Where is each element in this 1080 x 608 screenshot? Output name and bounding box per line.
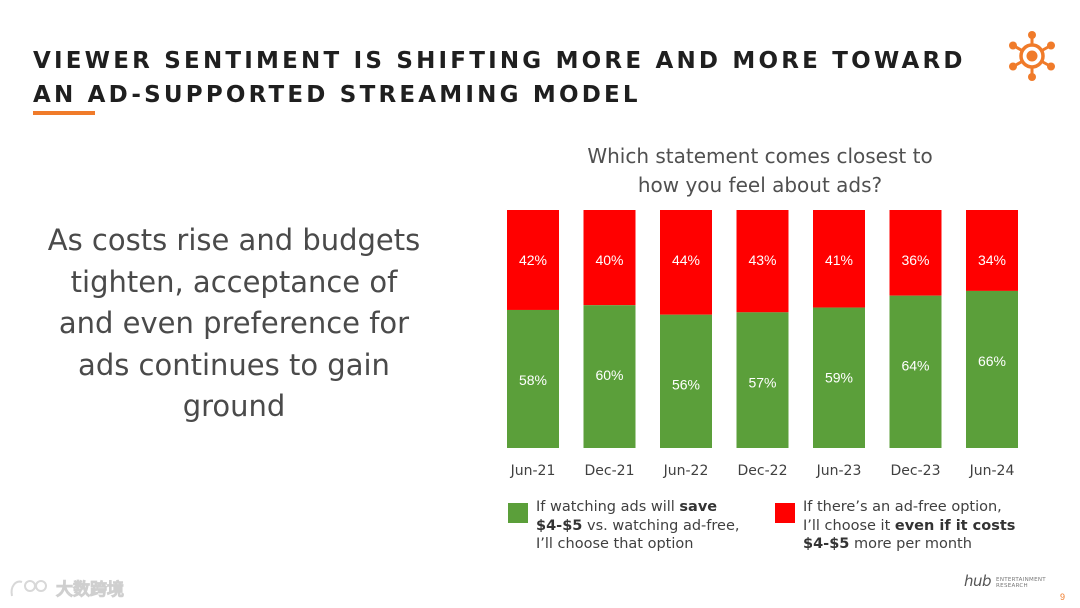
legend-save-bold2: $4-$5 [536, 517, 583, 534]
chart-title-line1: Which statement comes closest to [587, 144, 933, 168]
category-label-dec-23: Dec-23 [891, 463, 941, 479]
data-label-save-jun-23: 59% [825, 370, 853, 386]
data-label-ad-free-dec-22: 43% [748, 252, 776, 268]
legend-save-line2: vs. watching ad-free, [582, 517, 740, 534]
legend-save-bold1: save [679, 499, 718, 515]
hub-logo-subtitle: ENTERTAINMENT RESEARCH [996, 577, 1046, 589]
legend-adfree-line3: more per month [849, 536, 972, 552]
bar-save-jun-24 [966, 290, 1018, 448]
watermark-text: 大数跨境 [56, 579, 124, 600]
key-message: As costs rise and budgets tighten, accep… [47, 223, 421, 423]
category-label-dec-21: Dec-21 [585, 463, 635, 479]
bar-save-dec-21 [583, 305, 636, 448]
page-number: 9 [1060, 592, 1066, 602]
bar-save-jun-22 [660, 314, 712, 448]
legend-item-save: If watching ads will save $4-$5 vs. watc… [508, 498, 758, 554]
category-label-jun-22: Jun-22 [663, 463, 709, 479]
legend-save-line3: I’ll choose that option [536, 536, 694, 552]
hub-logo-sub2: RESEARCH [996, 583, 1028, 589]
category-label-jun-24: Jun-24 [969, 463, 1015, 479]
data-label-save-jun-21: 58% [519, 372, 547, 388]
slide-title-line2: AN AD-SUPPORTED STREAMING MODEL [33, 82, 641, 108]
legend-save-line1: If watching ads will [536, 499, 680, 515]
chart-title-line2: how you feel about ads? [637, 173, 883, 197]
legend-swatch-red [775, 503, 795, 523]
title-underline [33, 111, 95, 115]
data-label-save-jun-24: 66% [978, 353, 1006, 369]
bar-save-jun-23 [813, 307, 865, 448]
slide-title-line1: VIEWER SENTIMENT IS SHIFTING MORE AND MO… [33, 48, 966, 74]
hub-logo: hub ENTERTAINMENT RESEARCH [964, 572, 1046, 590]
bar-ad-free-dec-23 [889, 210, 942, 296]
watermark-logo: 大数跨境 [10, 579, 124, 600]
data-label-ad-free-dec-23: 36% [901, 252, 929, 268]
legend-text-save: If watching ads will save $4-$5 vs. watc… [536, 498, 739, 554]
data-label-ad-free-jun-21: 42% [519, 252, 547, 268]
data-label-ad-free-dec-21: 40% [595, 252, 623, 268]
bar-ad-free-jun-23 [813, 210, 865, 308]
bar-ad-free-dec-21 [583, 210, 636, 306]
hub-logo-word: hub [964, 572, 992, 590]
data-label-save-dec-21: 60% [595, 367, 623, 383]
legend-adfree-bold2: even if it costs [894, 517, 1016, 534]
data-label-ad-free-jun-23: 41% [825, 252, 853, 268]
bar-save-dec-22 [736, 312, 789, 448]
legend-adfree-line2: I’ll choose it [803, 517, 895, 534]
legend-swatch-green [508, 503, 528, 523]
category-label-jun-23: Jun-23 [816, 463, 862, 479]
slide-title: VIEWER SENTIMENT IS SHIFTING MORE AND MO… [33, 44, 966, 112]
legend-adfree-bold3: $4-$5 [803, 536, 850, 552]
bar-save-dec-23 [889, 295, 942, 448]
chart-title: Which statement comes closest to how you… [540, 142, 980, 200]
bar-save-jun-21 [507, 309, 559, 448]
legend-item-ad-free: If there’s an ad-free option, I’ll choos… [775, 498, 1035, 554]
data-label-save-dec-23: 64% [901, 358, 929, 374]
bar-ad-free-dec-22 [736, 210, 789, 313]
sun-network-icon [1009, 31, 1055, 81]
hub-logo-sub1: ENTERTAINMENT [996, 577, 1046, 583]
data-label-ad-free-jun-22: 44% [672, 252, 700, 268]
data-label-ad-free-jun-24: 34% [978, 252, 1006, 268]
data-label-save-jun-22: 56% [672, 377, 700, 393]
stacked-bar-chart: 42% 58% Jun-21 40% 60% Dec-21 44% 56% Jun-22 43% 5… [507, 210, 1018, 479]
data-label-save-dec-22: 57% [748, 374, 776, 390]
legend-adfree-line1: If there’s an ad-free option, [803, 499, 1002, 515]
legend-text-ad-free: If there’s an ad-free option, I’ll choos… [803, 498, 1015, 554]
category-label-jun-21: Jun-21 [510, 463, 556, 479]
bar-ad-free-jun-21 [507, 210, 559, 310]
bar-ad-free-jun-24 [966, 210, 1018, 291]
category-label-dec-22: Dec-22 [738, 463, 788, 479]
bar-ad-free-jun-22 [660, 210, 712, 315]
